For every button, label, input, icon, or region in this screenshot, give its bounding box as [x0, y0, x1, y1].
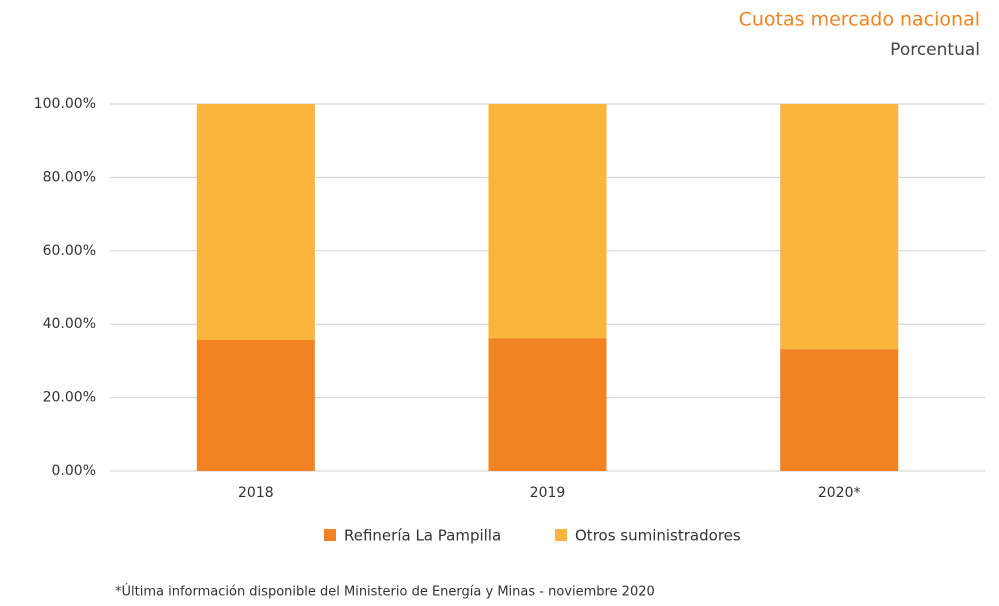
y-tick-label: 20.00%	[43, 390, 96, 406]
bar-segment	[488, 104, 607, 339]
bar-segment	[780, 104, 899, 350]
footnote: *Última información disponible del Minis…	[115, 584, 655, 600]
chart-subtitle: Porcentual	[890, 40, 980, 60]
bar-segment	[488, 338, 607, 471]
legend-swatch	[555, 529, 567, 541]
bar-segment	[780, 349, 899, 471]
x-tick-label: 2020*	[818, 485, 861, 501]
bar-segment	[196, 339, 315, 471]
chart-title: Cuotas mercado nacional	[739, 9, 980, 31]
x-tick-label: 2019	[530, 485, 566, 501]
y-tick-label: 40.00%	[43, 316, 96, 332]
legend-label: Otros suministradores	[575, 527, 741, 545]
bar-segment	[196, 104, 315, 340]
y-tick-label: 80.00%	[43, 169, 96, 185]
y-tick-label: 0.00%	[52, 463, 96, 479]
y-tick-label: 60.00%	[43, 243, 96, 259]
y-tick-label: 100.00%	[34, 96, 96, 112]
legend-label: Refinería La Pampilla	[344, 527, 501, 545]
x-tick-label: 2018	[238, 485, 274, 501]
legend-swatch	[324, 529, 336, 541]
